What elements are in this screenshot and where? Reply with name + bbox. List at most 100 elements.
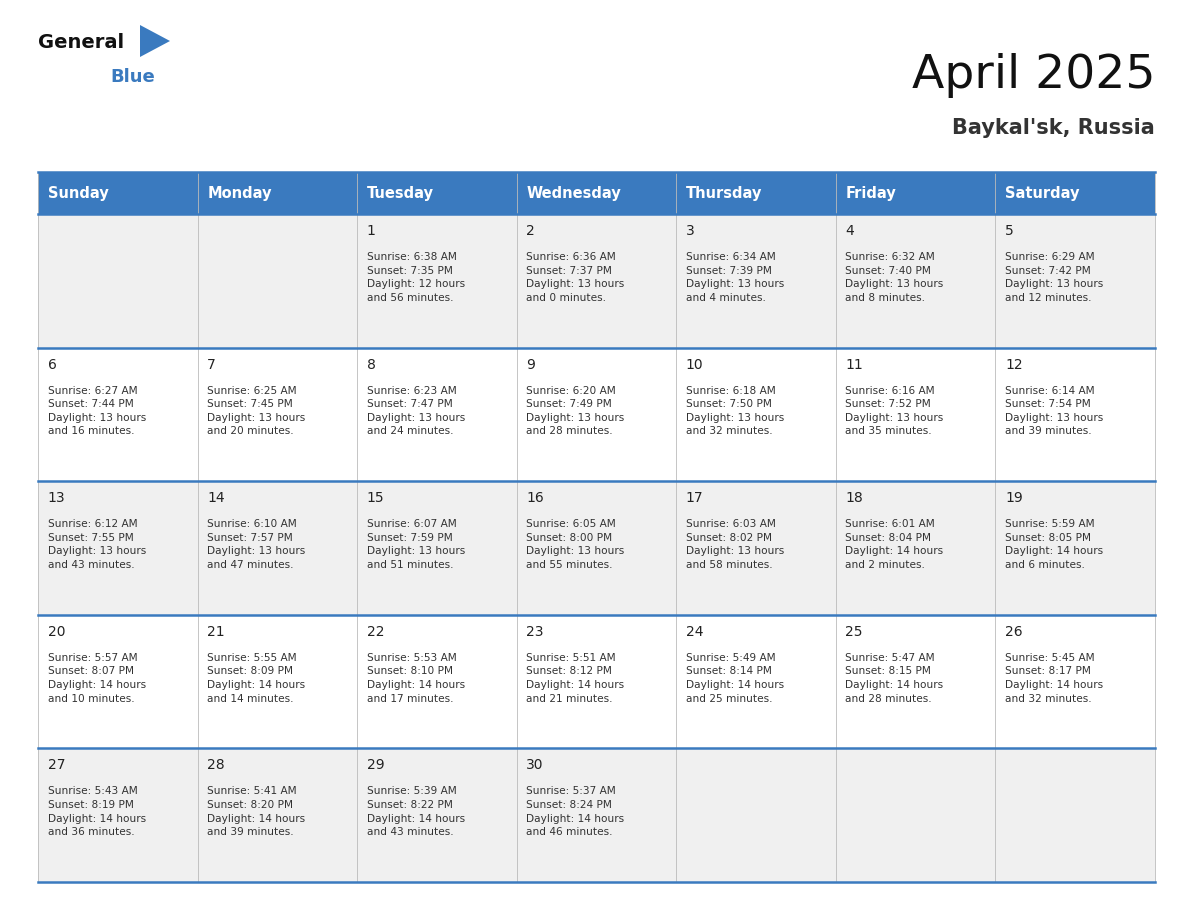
Text: Wednesday: Wednesday bbox=[526, 185, 621, 200]
Text: 7: 7 bbox=[207, 358, 216, 372]
Text: 5: 5 bbox=[1005, 224, 1013, 238]
Text: Sunrise: 5:37 AM
Sunset: 8:24 PM
Daylight: 14 hours
and 46 minutes.: Sunrise: 5:37 AM Sunset: 8:24 PM Dayligh… bbox=[526, 787, 625, 837]
Bar bbox=[836, 481, 996, 615]
Text: Sunrise: 6:16 AM
Sunset: 7:52 PM
Daylight: 13 hours
and 35 minutes.: Sunrise: 6:16 AM Sunset: 7:52 PM Dayligh… bbox=[846, 386, 943, 436]
Bar bbox=[836, 214, 996, 348]
Text: Saturday: Saturday bbox=[1005, 185, 1080, 200]
Bar bbox=[517, 172, 676, 214]
Text: Sunrise: 6:10 AM
Sunset: 7:57 PM
Daylight: 13 hours
and 47 minutes.: Sunrise: 6:10 AM Sunset: 7:57 PM Dayligh… bbox=[207, 520, 305, 570]
Text: 22: 22 bbox=[367, 625, 384, 639]
Bar bbox=[197, 481, 358, 615]
Text: 16: 16 bbox=[526, 491, 544, 505]
Bar bbox=[836, 615, 996, 748]
Text: 24: 24 bbox=[685, 625, 703, 639]
Bar bbox=[358, 214, 517, 348]
Text: 23: 23 bbox=[526, 625, 544, 639]
Text: 11: 11 bbox=[846, 358, 864, 372]
Bar bbox=[197, 748, 358, 882]
Text: Sunrise: 5:45 AM
Sunset: 8:17 PM
Daylight: 14 hours
and 32 minutes.: Sunrise: 5:45 AM Sunset: 8:17 PM Dayligh… bbox=[1005, 653, 1104, 703]
Text: 21: 21 bbox=[207, 625, 225, 639]
Bar bbox=[197, 615, 358, 748]
Text: 20: 20 bbox=[48, 625, 65, 639]
Text: Sunrise: 6:07 AM
Sunset: 7:59 PM
Daylight: 13 hours
and 51 minutes.: Sunrise: 6:07 AM Sunset: 7:59 PM Dayligh… bbox=[367, 520, 465, 570]
Bar bbox=[836, 348, 996, 481]
Bar bbox=[38, 172, 197, 214]
Text: 27: 27 bbox=[48, 758, 65, 772]
Text: Sunrise: 5:55 AM
Sunset: 8:09 PM
Daylight: 14 hours
and 14 minutes.: Sunrise: 5:55 AM Sunset: 8:09 PM Dayligh… bbox=[207, 653, 305, 703]
Text: 12: 12 bbox=[1005, 358, 1023, 372]
Bar bbox=[996, 481, 1155, 615]
Text: Sunrise: 6:25 AM
Sunset: 7:45 PM
Daylight: 13 hours
and 20 minutes.: Sunrise: 6:25 AM Sunset: 7:45 PM Dayligh… bbox=[207, 386, 305, 436]
Text: 18: 18 bbox=[846, 491, 864, 505]
Text: Sunrise: 6:23 AM
Sunset: 7:47 PM
Daylight: 13 hours
and 24 minutes.: Sunrise: 6:23 AM Sunset: 7:47 PM Dayligh… bbox=[367, 386, 465, 436]
Polygon shape bbox=[140, 25, 170, 57]
Bar bbox=[676, 481, 836, 615]
Text: 28: 28 bbox=[207, 758, 225, 772]
Text: 26: 26 bbox=[1005, 625, 1023, 639]
Text: Friday: Friday bbox=[846, 185, 896, 200]
Text: Thursday: Thursday bbox=[685, 185, 763, 200]
Bar bbox=[996, 214, 1155, 348]
Text: 25: 25 bbox=[846, 625, 862, 639]
Text: Sunrise: 6:18 AM
Sunset: 7:50 PM
Daylight: 13 hours
and 32 minutes.: Sunrise: 6:18 AM Sunset: 7:50 PM Dayligh… bbox=[685, 386, 784, 436]
Text: Tuesday: Tuesday bbox=[367, 185, 434, 200]
Bar bbox=[676, 172, 836, 214]
Bar bbox=[38, 214, 197, 348]
Text: 30: 30 bbox=[526, 758, 544, 772]
Text: Sunrise: 6:12 AM
Sunset: 7:55 PM
Daylight: 13 hours
and 43 minutes.: Sunrise: 6:12 AM Sunset: 7:55 PM Dayligh… bbox=[48, 520, 146, 570]
Text: 17: 17 bbox=[685, 491, 703, 505]
Text: 10: 10 bbox=[685, 358, 703, 372]
Text: 29: 29 bbox=[367, 758, 385, 772]
Text: 4: 4 bbox=[846, 224, 854, 238]
Text: Sunrise: 5:53 AM
Sunset: 8:10 PM
Daylight: 14 hours
and 17 minutes.: Sunrise: 5:53 AM Sunset: 8:10 PM Dayligh… bbox=[367, 653, 465, 703]
Bar bbox=[517, 481, 676, 615]
Text: April 2025: April 2025 bbox=[911, 52, 1155, 97]
Bar bbox=[358, 748, 517, 882]
Text: 2: 2 bbox=[526, 224, 535, 238]
Bar bbox=[358, 172, 517, 214]
Text: 1: 1 bbox=[367, 224, 375, 238]
Text: 15: 15 bbox=[367, 491, 385, 505]
Bar bbox=[836, 748, 996, 882]
Text: Monday: Monday bbox=[207, 185, 272, 200]
Bar bbox=[38, 615, 197, 748]
Text: 13: 13 bbox=[48, 491, 65, 505]
Text: 19: 19 bbox=[1005, 491, 1023, 505]
Text: Sunrise: 6:27 AM
Sunset: 7:44 PM
Daylight: 13 hours
and 16 minutes.: Sunrise: 6:27 AM Sunset: 7:44 PM Dayligh… bbox=[48, 386, 146, 436]
Text: Sunrise: 5:39 AM
Sunset: 8:22 PM
Daylight: 14 hours
and 43 minutes.: Sunrise: 5:39 AM Sunset: 8:22 PM Dayligh… bbox=[367, 787, 465, 837]
Bar bbox=[676, 748, 836, 882]
Bar bbox=[996, 348, 1155, 481]
Bar bbox=[38, 748, 197, 882]
Bar bbox=[197, 172, 358, 214]
Text: Sunrise: 5:49 AM
Sunset: 8:14 PM
Daylight: 14 hours
and 25 minutes.: Sunrise: 5:49 AM Sunset: 8:14 PM Dayligh… bbox=[685, 653, 784, 703]
Bar bbox=[517, 748, 676, 882]
Text: Sunrise: 6:01 AM
Sunset: 8:04 PM
Daylight: 14 hours
and 2 minutes.: Sunrise: 6:01 AM Sunset: 8:04 PM Dayligh… bbox=[846, 520, 943, 570]
Text: Sunrise: 6:36 AM
Sunset: 7:37 PM
Daylight: 13 hours
and 0 minutes.: Sunrise: 6:36 AM Sunset: 7:37 PM Dayligh… bbox=[526, 252, 625, 303]
Text: Sunrise: 6:14 AM
Sunset: 7:54 PM
Daylight: 13 hours
and 39 minutes.: Sunrise: 6:14 AM Sunset: 7:54 PM Dayligh… bbox=[1005, 386, 1104, 436]
Text: Sunrise: 6:32 AM
Sunset: 7:40 PM
Daylight: 13 hours
and 8 minutes.: Sunrise: 6:32 AM Sunset: 7:40 PM Dayligh… bbox=[846, 252, 943, 303]
Bar bbox=[38, 348, 197, 481]
Bar bbox=[197, 214, 358, 348]
Bar bbox=[38, 481, 197, 615]
Text: 8: 8 bbox=[367, 358, 375, 372]
Text: 3: 3 bbox=[685, 224, 695, 238]
Text: Sunrise: 6:05 AM
Sunset: 8:00 PM
Daylight: 13 hours
and 55 minutes.: Sunrise: 6:05 AM Sunset: 8:00 PM Dayligh… bbox=[526, 520, 625, 570]
Text: Sunrise: 6:34 AM
Sunset: 7:39 PM
Daylight: 13 hours
and 4 minutes.: Sunrise: 6:34 AM Sunset: 7:39 PM Dayligh… bbox=[685, 252, 784, 303]
Bar bbox=[996, 615, 1155, 748]
Bar bbox=[676, 214, 836, 348]
Text: 6: 6 bbox=[48, 358, 57, 372]
Text: 14: 14 bbox=[207, 491, 225, 505]
Bar bbox=[358, 481, 517, 615]
Text: General: General bbox=[38, 32, 124, 51]
Bar bbox=[197, 348, 358, 481]
Text: Sunrise: 5:59 AM
Sunset: 8:05 PM
Daylight: 14 hours
and 6 minutes.: Sunrise: 5:59 AM Sunset: 8:05 PM Dayligh… bbox=[1005, 520, 1104, 570]
Text: Sunday: Sunday bbox=[48, 185, 108, 200]
Bar bbox=[517, 615, 676, 748]
Bar bbox=[676, 615, 836, 748]
Bar bbox=[358, 348, 517, 481]
Text: Sunrise: 6:20 AM
Sunset: 7:49 PM
Daylight: 13 hours
and 28 minutes.: Sunrise: 6:20 AM Sunset: 7:49 PM Dayligh… bbox=[526, 386, 625, 436]
Bar bbox=[358, 615, 517, 748]
Bar bbox=[517, 214, 676, 348]
Text: Baykal'sk, Russia: Baykal'sk, Russia bbox=[953, 118, 1155, 138]
Text: Sunrise: 5:43 AM
Sunset: 8:19 PM
Daylight: 14 hours
and 36 minutes.: Sunrise: 5:43 AM Sunset: 8:19 PM Dayligh… bbox=[48, 787, 146, 837]
